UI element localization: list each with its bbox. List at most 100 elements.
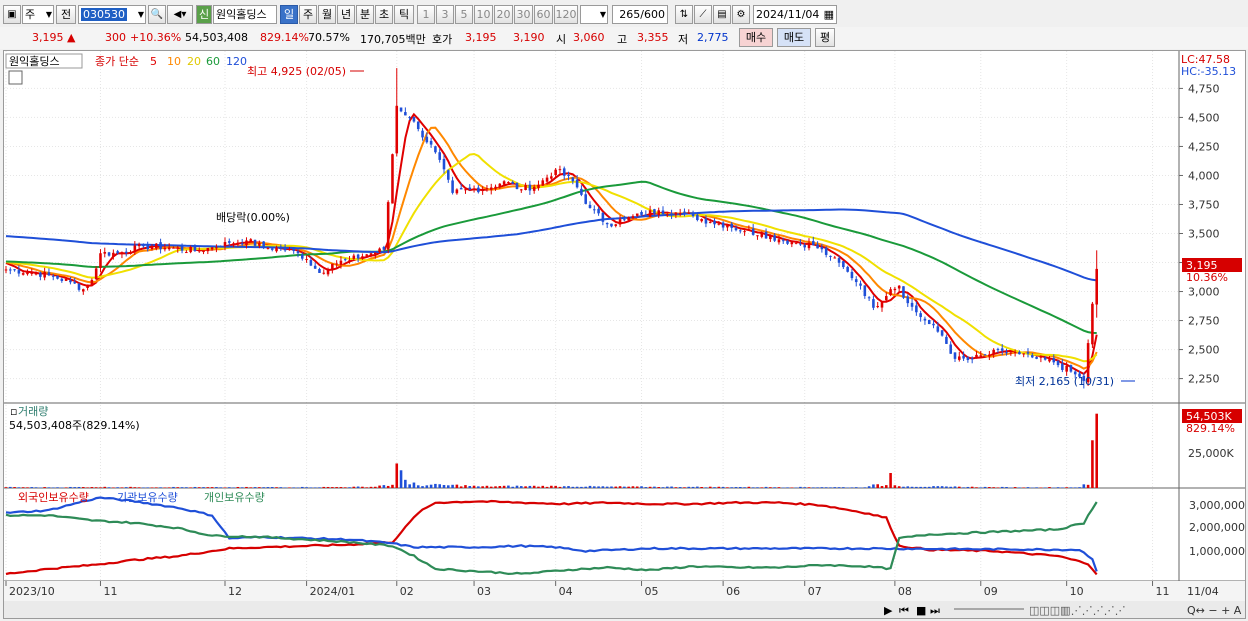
- candle-body: [511, 182, 514, 184]
- volume-bar: [511, 486, 514, 488]
- candle-body: [133, 245, 137, 253]
- market-select[interactable]: 주 ▼: [22, 5, 54, 24]
- candle-body: [1000, 348, 1004, 351]
- interval-120[interactable]: 120: [554, 5, 578, 24]
- candle-body: [906, 296, 910, 304]
- price-tick-label: 4,000: [1188, 169, 1220, 182]
- volume-bar: [17, 487, 21, 488]
- view-icons[interactable]: ◫◫◫▥⋰⋰⋰⋰⋰: [1029, 604, 1126, 617]
- volume-bar: [691, 486, 695, 488]
- volume-bar: [524, 486, 527, 488]
- volume-bar: [343, 487, 347, 488]
- period-minute[interactable]: 분: [356, 5, 374, 24]
- volume-bar: [82, 487, 85, 488]
- count-input[interactable]: 265/600: [612, 5, 668, 24]
- volume-bar: [468, 486, 472, 488]
- volume-title: 거래량: [18, 405, 48, 418]
- volume-bar: [730, 487, 733, 488]
- stock-code-input[interactable]: 030530 ▼: [78, 5, 146, 24]
- candle-body: [343, 259, 347, 261]
- forward-icon[interactable]: ⏭: [930, 604, 940, 617]
- candle-body: [283, 247, 287, 251]
- candle-body: [502, 181, 506, 185]
- candle-body: [176, 247, 180, 249]
- period-second[interactable]: 초: [375, 5, 393, 24]
- volume-bar: [1005, 487, 1008, 488]
- volume-bar: [708, 486, 712, 488]
- chart-panel: 4,7504,5004,2504,0003,7503,5003,2503,000…: [3, 50, 1246, 619]
- volume-bar: [107, 487, 111, 488]
- candle-body: [644, 214, 648, 216]
- candle-body: [670, 213, 673, 216]
- candle-body: [352, 255, 356, 259]
- candle-body: [1095, 268, 1098, 305]
- interval-5[interactable]: 5: [455, 5, 473, 24]
- interval-select[interactable]: ▼: [580, 5, 608, 24]
- interval-10[interactable]: 10: [474, 5, 493, 24]
- candle-body: [584, 194, 587, 204]
- calendar-icon[interactable]: ▦: [823, 8, 834, 21]
- gear-icon[interactable]: ⚙: [732, 5, 750, 24]
- volume-bar: [558, 486, 562, 488]
- candle-body: [301, 254, 304, 259]
- period-day[interactable]: 일: [280, 5, 298, 24]
- draw-line-icon[interactable]: ⟋: [694, 5, 712, 24]
- zoom-controls-icon[interactable]: Q↔ − + A: [1187, 604, 1242, 617]
- volume-bar: [992, 487, 995, 488]
- volume-bars: [4, 413, 1098, 489]
- layout-icon[interactable]: ▣: [3, 5, 21, 24]
- candle-body: [1073, 371, 1077, 375]
- candle-body: [769, 235, 772, 240]
- volume-bar: [773, 487, 776, 488]
- candle-body: [1031, 355, 1034, 358]
- candle-body: [966, 357, 970, 361]
- save-icon[interactable]: ▤: [713, 5, 731, 24]
- speaker-icon[interactable]: ◀▾: [167, 5, 193, 24]
- interval-60[interactable]: 60: [534, 5, 553, 24]
- candle-body: [86, 284, 89, 288]
- candle-body: [202, 251, 205, 253]
- scroll-right-icon[interactable]: ▶: [884, 604, 893, 617]
- candle-body: [365, 254, 368, 256]
- grid-toggle-icon[interactable]: [8, 70, 23, 85]
- interval-1[interactable]: 1: [417, 5, 435, 24]
- period-year[interactable]: 년: [337, 5, 355, 24]
- price-tick-label: 2,250: [1188, 373, 1220, 386]
- buy-button[interactable]: 매수: [739, 28, 773, 47]
- candle-body: [932, 323, 935, 326]
- legend-name-box[interactable]: [5, 53, 83, 69]
- interval-20[interactable]: 20: [494, 5, 513, 24]
- sell-button[interactable]: 매도: [777, 28, 811, 47]
- candle-body: [704, 218, 708, 224]
- candle-body: [1086, 343, 1090, 383]
- price-tick-label: 3,000: [1188, 286, 1220, 299]
- ma-line-60: [5, 180, 1097, 334]
- candle-body: [893, 288, 897, 291]
- high-price: 3,355: [637, 31, 669, 44]
- period-week[interactable]: 주: [299, 5, 317, 24]
- stop-icon[interactable]: ■: [916, 604, 926, 617]
- candle-body: [404, 112, 407, 116]
- volume-bar: [331, 487, 334, 488]
- prev-button[interactable]: 전: [56, 5, 76, 24]
- candle-body: [429, 140, 433, 145]
- period-tick[interactable]: 틱: [394, 5, 414, 24]
- date-input[interactable]: 2024/11/04 ▦: [753, 5, 837, 24]
- scroll-bar[interactable]: [4, 601, 1245, 618]
- avg-button[interactable]: 평: [815, 28, 835, 47]
- candle-body: [661, 210, 665, 215]
- interval-30[interactable]: 30: [514, 5, 533, 24]
- candle-body: [64, 278, 68, 281]
- rewind-icon[interactable]: ⏮: [899, 604, 909, 617]
- candle-icon[interactable]: ⇅: [675, 5, 693, 24]
- search-icon[interactable]: 🔍: [148, 5, 166, 24]
- interval-3[interactable]: 3: [436, 5, 454, 24]
- dividend-annotation: 배당락(0.00%): [216, 211, 290, 224]
- volume-bar: [940, 486, 944, 488]
- candle-body: [678, 213, 682, 215]
- change-pct: +10.36%: [130, 31, 182, 44]
- volume-bar: [309, 487, 313, 488]
- period-month[interactable]: 월: [318, 5, 336, 24]
- candle-body: [605, 222, 609, 225]
- stock-chart[interactable]: 4,7504,5004,2504,0003,7503,5003,2503,000…: [4, 51, 1245, 618]
